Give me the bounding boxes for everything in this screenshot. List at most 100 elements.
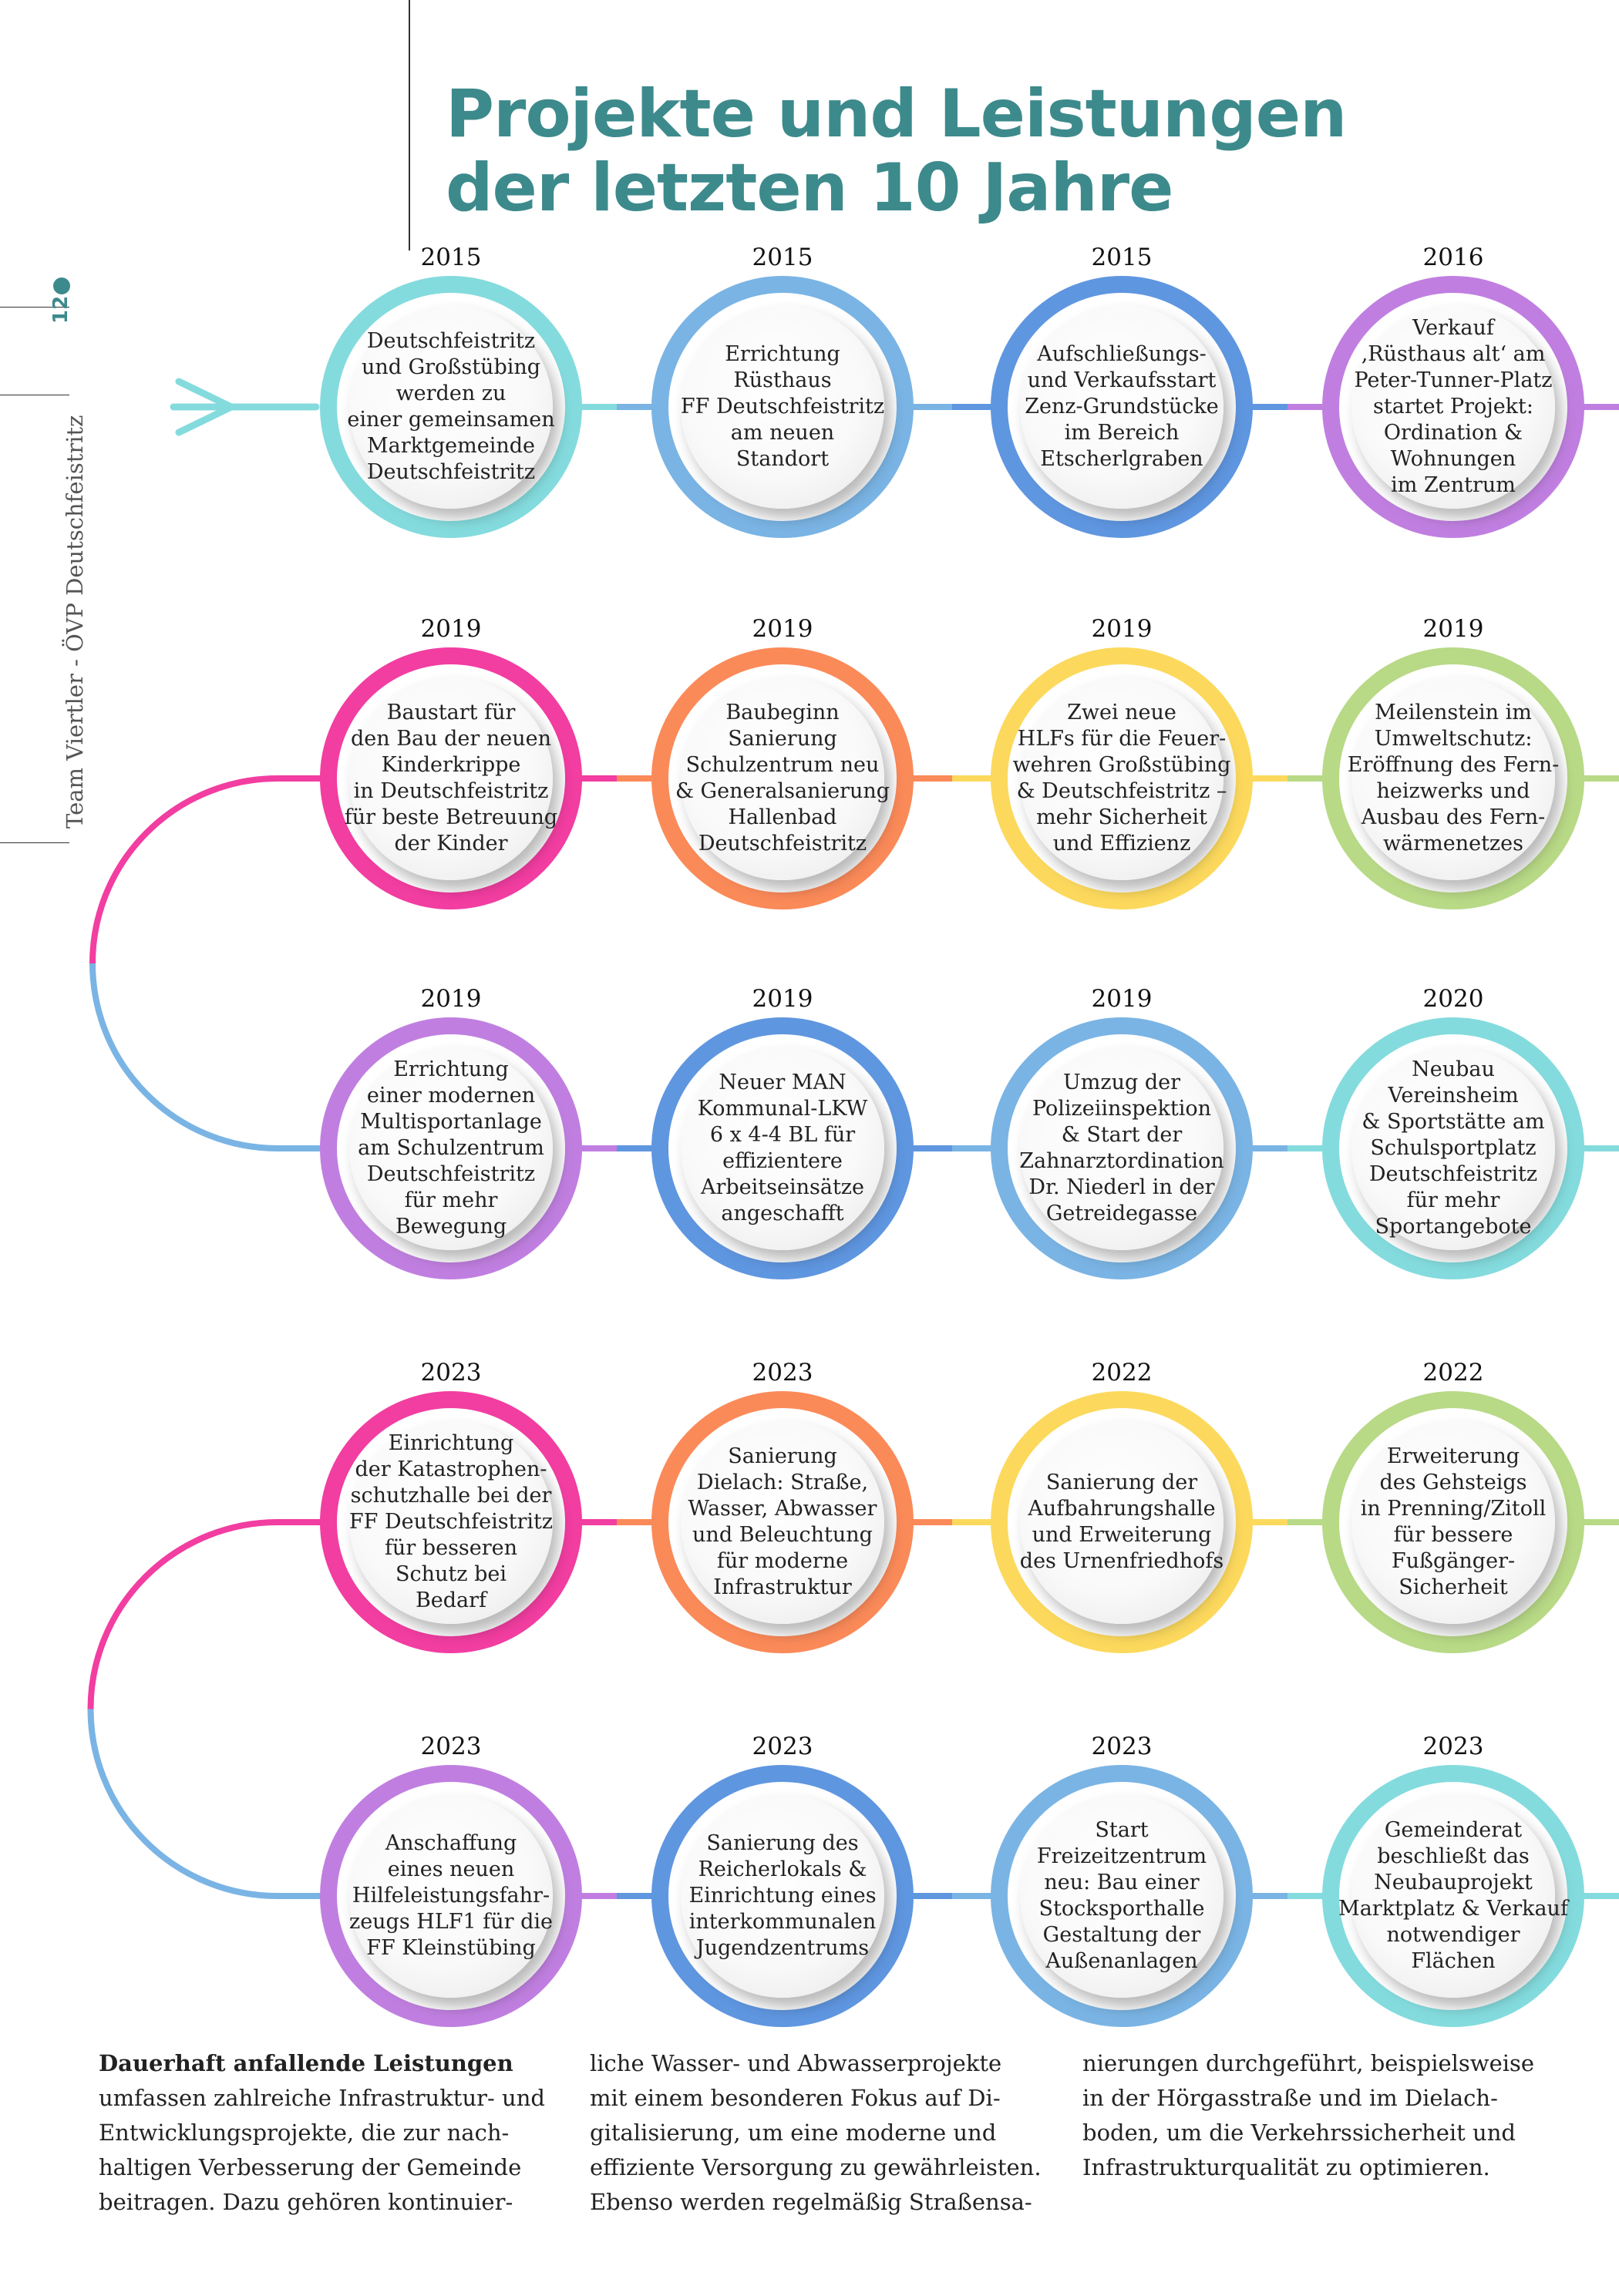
node-year: 2019	[1091, 985, 1153, 1013]
node-year: 2023	[752, 1359, 813, 1387]
loop-arc-2-upper	[87, 1519, 332, 1709]
node-disc: Einrichtung der Katastrophen- schutzhall…	[349, 1420, 553, 1624]
body-line: umfassen zahlreiche Infrastruktur- und	[99, 2085, 545, 2111]
node-label: Umzug der Polizeiinspektion & Start der …	[1019, 1071, 1224, 1225]
timeline-node: 2023 Sanierung Dielach: Straße, Wasser, A…	[651, 1359, 914, 1653]
timeline-node: 2023 Einrichtung der Katastrophen- schutz…	[320, 1359, 582, 1653]
node-disc: Gemeinderat beschließt das Neubauprojekt…	[1338, 1794, 1568, 1998]
node-year: 2019	[420, 985, 482, 1013]
body-column-3: nierungen durchgeführt, beispielsweise i…	[1082, 2046, 1560, 2185]
node-label: Deutschfeistritz und Großstübing werden …	[347, 329, 555, 484]
node-disc: Zwei neue HLFs für die Feuer- wehren Gro…	[1013, 677, 1230, 880]
loop-arc-1-upper	[89, 775, 332, 964]
node-label: Sanierung des Reicherlokals & Einrichtun…	[688, 1831, 877, 1960]
title-divider-line	[409, 0, 410, 250]
node-disc: Sanierung der Aufbahrungshalle und Erwei…	[1020, 1420, 1224, 1624]
node-year: 2023	[1091, 1733, 1153, 1760]
node-label: Aufschließungs- und Verkaufsstart Zenz-G…	[1025, 342, 1219, 471]
body-line: haltigen Verbesserung der Gemeinde	[99, 2154, 522, 2180]
node-label: Baustart für den Bau der neuen Kinderkri…	[344, 701, 558, 856]
timeline-node: 2019 Umzug der Polizeiinspektion & Start …	[991, 985, 1253, 1279]
node-disc: Baustart für den Bau der neuen Kinderkri…	[345, 677, 557, 880]
node-disc: Meilenstein im Umweltschutz: Eröffnung d…	[1348, 677, 1559, 880]
node-year: 2023	[420, 1359, 482, 1387]
page-title-line-1: Projekte und Leistungen	[446, 76, 1347, 153]
node-disc: Errichtung einer modernen Multisportanla…	[349, 1047, 553, 1250]
timeline-node: 2015 Deutschfeistritz und Großstübing wer…	[320, 244, 582, 538]
timeline-node: 2023 Sanierung des Reicherlokals & Einric…	[651, 1733, 914, 2027]
node-label: Start Freizeitzentrum neu: Bau einer Sto…	[1036, 1818, 1207, 1973]
body-line: effiziente Versorgung zu gewährleisten.	[590, 2154, 1042, 2180]
body-line: gitalisierung, um eine moderne und	[590, 2120, 997, 2146]
node-disc: Start Freizeitzentrum neu: Bau einer Sto…	[1020, 1794, 1224, 1998]
body-line: Entwicklungsprojekte, die zur nach-	[99, 2120, 510, 2146]
body-line: mit einem besonderen Fokus auf Di-	[590, 2085, 1001, 2111]
node-label: Zwei neue HLFs für die Feuer- wehren Gro…	[1012, 701, 1231, 856]
node-year: 2019	[1422, 615, 1484, 643]
node-disc: Erweiterung des Gehsteigs in Prenning/Zi…	[1351, 1420, 1555, 1624]
body-line: liche Wasser- und Abwasserprojekte	[590, 2050, 1002, 2076]
node-label: Errichtung Rüsthaus FF Deutschfeistritz …	[680, 342, 885, 471]
timeline-node: 2023 Gemeinderat beschließt das Neubaupro…	[1322, 1733, 1584, 2027]
page-title: Projekte und Leistungen der letzten 10 J…	[446, 77, 1602, 225]
timeline-node: 2019 Neuer MAN Kommunal-LKW 6 x 4-4 BL fü…	[651, 985, 914, 1279]
node-disc: Verkauf ‚Rüsthaus alt‘ am Peter-Tunner-P…	[1351, 305, 1555, 509]
timeline-node: 2015 Errichtung Rüsthaus FF Deutschfeistr…	[651, 244, 914, 538]
page-marker-dot	[53, 277, 70, 294]
margin-rule-top	[0, 307, 69, 308]
body-line: in der Hörgasstraße und im Dielach-	[1082, 2085, 1498, 2111]
body-line: beitragen. Dazu gehören kontinuier-	[99, 2189, 513, 2215]
node-disc: Anschaffung eines neuen Hilfeleistungsfa…	[349, 1794, 553, 1998]
node-label: Erweiterung des Gehsteigs in Prenning/Zi…	[1360, 1444, 1547, 1599]
node-year: 2022	[1422, 1359, 1484, 1387]
timeline-node: 2020 Neubau Vereinsheim & Sportstätte am …	[1322, 985, 1584, 1279]
node-disc: Aufschließungs- und Verkaufsstart Zenz-G…	[1020, 305, 1224, 509]
timeline-node: 2023 Anschaffung eines neuen Hilfeleistun…	[320, 1733, 582, 2027]
node-label: Gemeinderat beschließt das Neubauprojekt…	[1338, 1818, 1568, 1973]
node-label: Sanierung der Aufbahrungshalle und Erwei…	[1019, 1471, 1224, 1573]
timeline-node: 2019 Errichtung einer modernen Multisport…	[320, 985, 582, 1279]
node-disc: Neubau Vereinsheim & Sportstätte am Schu…	[1351, 1047, 1555, 1250]
node-year: 2019	[1091, 615, 1153, 643]
node-year: 2020	[1422, 985, 1484, 1013]
node-label: Errichtung einer modernen Multisportanla…	[358, 1057, 544, 1239]
timeline-node: 2019 Baubeginn Sanierung Schulzentrum neu…	[651, 615, 914, 909]
node-disc: Deutschfeistritz und Großstübing werden …	[347, 305, 555, 509]
timeline-node: 2016 Verkauf ‚Rüsthaus alt‘ am Peter-Tunn…	[1322, 244, 1584, 538]
node-year: 2023	[420, 1733, 482, 1760]
node-disc: Umzug der Polizeiinspektion & Start der …	[1019, 1047, 1224, 1250]
node-year: 2019	[752, 615, 813, 643]
body-heading: Dauerhaft anfallende Leistungen	[99, 2050, 513, 2076]
node-disc: Sanierung Dielach: Straße, Wasser, Abwas…	[681, 1420, 884, 1624]
timeline-node: 2019 Meilenstein im Umweltschutz: Eröffnu…	[1322, 615, 1584, 909]
node-label: Meilenstein im Umweltschutz: Eröffnung d…	[1347, 701, 1560, 856]
node-year: 2015	[420, 244, 482, 271]
timeline-node: 2019 Zwei neue HLFs für die Feuer- wehren…	[991, 615, 1253, 909]
page-title-line-2: der letzten 10 Jahre	[446, 150, 1173, 227]
body-column-1: Dauerhaft anfallende Leistungen umfassen…	[99, 2046, 577, 2220]
timeline-node: 2022 Sanierung der Aufbahrungshalle und E…	[991, 1359, 1253, 1653]
margin-rule-bottom	[0, 842, 69, 843]
node-year: 2023	[752, 1733, 813, 1760]
loop-arc-1-lower	[89, 963, 332, 1151]
timeline-node: 2023 Start Freizeitzentrum neu: Bau einer…	[991, 1733, 1253, 2027]
node-label: Sanierung Dielach: Straße, Wasser, Abwas…	[688, 1444, 877, 1599]
node-label: Anschaffung eines neuen Hilfeleistungsfa…	[348, 1831, 554, 1960]
body-line: Ebenso werden regelmäßig Straßensa-	[590, 2189, 1032, 2215]
node-disc: Baubeginn Sanierung Schulzentrum neu & G…	[675, 677, 890, 880]
node-disc: Sanierung des Reicherlokals & Einrichtun…	[681, 1794, 884, 1998]
node-year: 2019	[752, 985, 813, 1013]
timeline-node: 2015 Aufschließungs- und Verkaufsstart Ze…	[991, 244, 1253, 538]
node-year: 2019	[420, 615, 482, 643]
body-line: Infrastrukturqualität zu optimieren.	[1082, 2154, 1490, 2180]
node-year: 2015	[752, 244, 813, 271]
node-label: Verkauf ‚Rüsthaus alt‘ am Peter-Tunner-P…	[1354, 316, 1553, 497]
node-label: Neuer MAN Kommunal-LKW 6 x 4-4 BL für ef…	[697, 1071, 868, 1225]
body-line: boden, um die Verkehrssicherheit und	[1082, 2120, 1516, 2146]
timeline-node: 2022 Erweiterung des Gehsteigs in Prennin…	[1322, 1359, 1584, 1653]
start-arrow-icon	[170, 378, 320, 436]
node-year: 2023	[1422, 1733, 1484, 1760]
body-line: nierungen durchgeführt, beispielsweise	[1082, 2050, 1535, 2076]
loop-arc-2-lower	[87, 1709, 332, 1899]
